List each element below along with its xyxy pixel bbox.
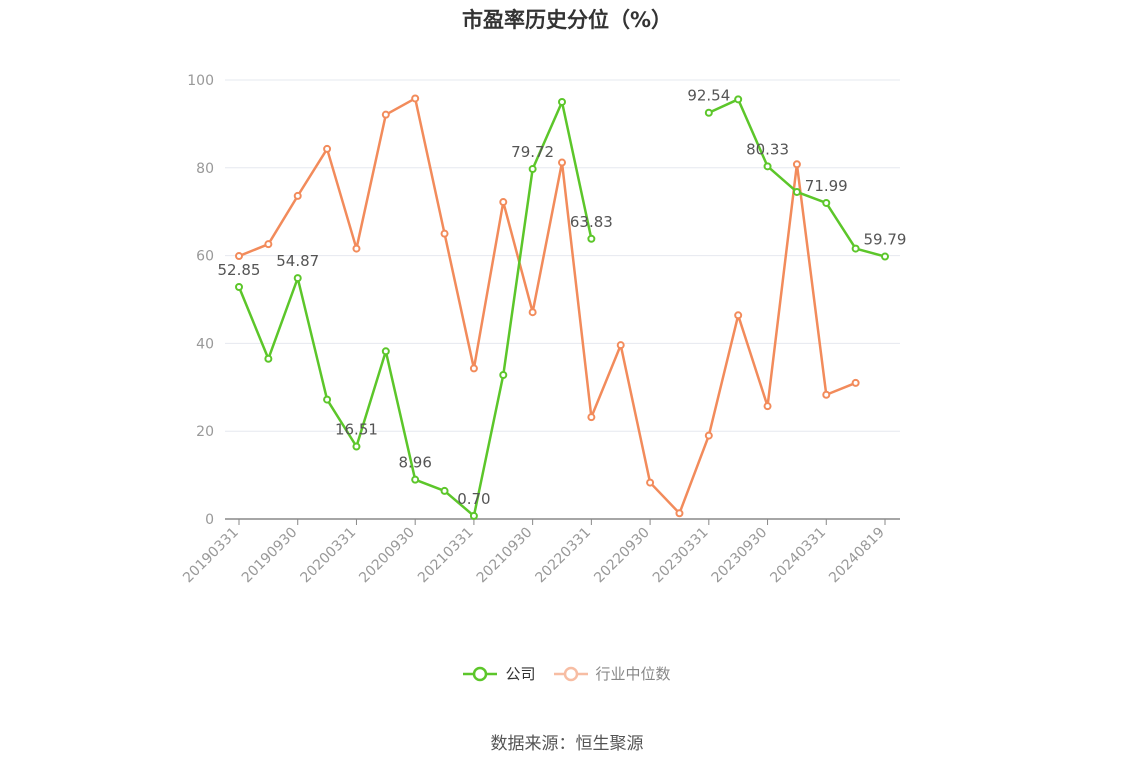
x-tick-label: 20190331 [180, 525, 242, 587]
legend-label: 行业中位数 [595, 665, 671, 683]
data-point [704, 431, 713, 440]
legend-item-company[interactable]: 公司 [463, 663, 536, 684]
x-tick-label: 20240819 [826, 525, 888, 587]
x-tick-label: 20190930 [239, 525, 301, 587]
data-point [264, 240, 273, 249]
data-point [763, 402, 772, 411]
data-point [704, 108, 713, 117]
data-labels: 52.85 54.87 16.51 8.96 0.70 79.72 63.83 92.54 80… [218, 87, 907, 508]
x-tick-label: 20200331 [298, 525, 360, 587]
data-label: 8.96 [398, 454, 431, 472]
data-point [323, 144, 332, 153]
x-tick-label: 20200930 [356, 525, 418, 587]
data-label: 80.33 [746, 140, 789, 158]
data-point [881, 252, 889, 261]
data-point [587, 234, 596, 243]
legend-line-marker-icon [553, 666, 588, 681]
data-point [381, 347, 390, 356]
y-tick-label: 20 [196, 424, 214, 440]
data-point [499, 371, 508, 380]
data-point [469, 364, 478, 373]
data-point [792, 187, 801, 196]
data-point [675, 509, 684, 518]
y-tick-label: 80 [196, 161, 214, 177]
data-point [646, 478, 655, 487]
data-point [558, 158, 566, 167]
data-point [734, 311, 743, 320]
data-label: 16.51 [335, 421, 378, 439]
data-point [616, 341, 625, 350]
data-point [822, 390, 831, 399]
data-label: 79.72 [511, 143, 554, 161]
series-line [708, 98, 886, 258]
data-point [763, 162, 772, 171]
data-point [851, 378, 860, 387]
data-point [293, 191, 302, 200]
series-lines [235, 94, 889, 520]
data-point [822, 198, 831, 207]
data-point [499, 198, 508, 207]
legend-label: 公司 [505, 665, 536, 683]
data-label: 0.70 [457, 490, 490, 508]
data-point [558, 97, 566, 106]
data-label: 63.83 [570, 213, 613, 231]
legend-item-industry-median[interactable]: 行业中位数 [553, 663, 671, 684]
data-point [411, 475, 420, 484]
data-point [352, 244, 361, 253]
data-point [440, 486, 449, 495]
data-label: 59.79 [864, 231, 907, 249]
data-point [235, 282, 243, 291]
x-tick-label: 20230331 [650, 525, 712, 587]
grid-lines [225, 79, 900, 432]
line-chart: 0 20 40 60 80 100 2019033120190930202003312020… [180, 73, 907, 587]
data-point [323, 395, 332, 404]
source-note: 数据来源：恒生聚源 [490, 734, 644, 754]
data-point [352, 442, 361, 451]
data-label: 71.99 [805, 177, 848, 195]
data-point [381, 110, 390, 119]
x-tick-label: 20220930 [591, 525, 653, 587]
x-tick-label: 20240331 [767, 525, 829, 587]
chart-title: 市盈率历史分位（%） [461, 8, 673, 32]
data-point [264, 354, 273, 363]
data-point [587, 413, 596, 422]
y-tick-label: 100 [187, 73, 214, 89]
data-point [235, 252, 243, 261]
data-point [851, 244, 860, 253]
x-tick-label: 20210331 [415, 525, 477, 587]
data-point [792, 160, 801, 169]
y-tick-label: 0 [205, 512, 214, 528]
data-point [469, 511, 478, 520]
data-point [411, 94, 420, 103]
legend: 公司 行业中位数 [0, 663, 1134, 684]
data-label: 54.87 [276, 252, 319, 270]
data-point [293, 274, 302, 283]
data-point [528, 165, 537, 174]
data-point [734, 95, 743, 104]
x-tick-label: 20220331 [532, 525, 594, 587]
legend-line-marker-icon [463, 666, 498, 681]
x-tick-label: 20230930 [709, 525, 771, 587]
y-tick-label: 40 [196, 336, 214, 352]
y-tick-label: 60 [196, 249, 214, 265]
x-tick-label: 20210930 [474, 525, 536, 587]
data-point [528, 308, 537, 317]
series-line [238, 97, 857, 515]
data-label: 92.54 [687, 87, 730, 105]
data-label: 52.85 [218, 261, 261, 279]
data-point [440, 229, 449, 238]
